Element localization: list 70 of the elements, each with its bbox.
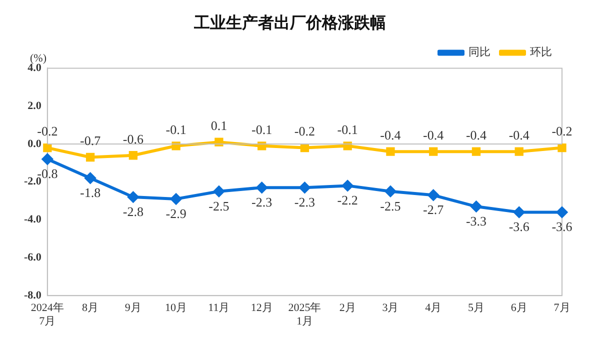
- data-label: -2.5: [380, 198, 401, 214]
- x-tick-label: 2024年 7月: [30, 302, 64, 328]
- data-label: -0.4: [508, 128, 530, 142]
- chart-title: 工业生产者出厂价格涨跌幅: [193, 12, 386, 32]
- point: [256, 182, 268, 194]
- x-tick-label: 3月: [382, 302, 399, 314]
- data-label: -0.2: [294, 124, 316, 139]
- data-label: -2.2: [337, 192, 358, 208]
- data-label: -2.9: [166, 206, 186, 221]
- data-label: 0.1: [210, 118, 228, 134]
- x-tick-label: 9月: [124, 302, 142, 314]
- x-tick-label: 11月: [208, 302, 230, 314]
- y-tick-label: 4.0: [28, 62, 42, 74]
- data-label: -3.3: [466, 213, 487, 228]
- point: [384, 186, 396, 197]
- point: [213, 186, 224, 197]
- data-label: -1.8: [80, 185, 101, 200]
- point: [472, 147, 481, 156]
- x-tick-label: 7月: [554, 302, 570, 314]
- data-label: -3.6: [552, 219, 573, 234]
- point: [428, 190, 439, 201]
- point: [556, 206, 568, 218]
- data-label: -0.1: [252, 122, 272, 137]
- data-label: -0.6: [122, 131, 144, 146]
- x-tick-label: 4月: [425, 302, 442, 314]
- point: [429, 147, 438, 156]
- legend-label: 同比: [468, 46, 490, 59]
- x-tick-label: 2025年 1月: [288, 302, 322, 328]
- data-label: -0.2: [552, 124, 572, 139]
- point: [470, 201, 482, 212]
- point: [128, 151, 138, 160]
- point: [170, 193, 182, 204]
- data-label: -0.1: [337, 122, 358, 137]
- y-tick-label: 2.0: [28, 100, 42, 112]
- data-label: -2.7: [423, 202, 444, 218]
- point: [86, 152, 95, 162]
- x-tick-label: 2月: [339, 302, 356, 314]
- point: [514, 147, 524, 156]
- y-tick-label: -4.0: [24, 214, 42, 226]
- x-tick-label: 5月: [468, 302, 484, 314]
- data-label: -2.3: [294, 194, 316, 210]
- y-tick-label: -8.0: [24, 289, 42, 302]
- data-label: -0.4: [466, 128, 488, 142]
- x-tick-label: 12月: [250, 302, 273, 314]
- data-label: -0.7: [80, 133, 102, 148]
- y-tick-label: -6.0: [24, 252, 42, 264]
- point: [558, 143, 566, 152]
- point: [342, 180, 354, 192]
- y-tick-label: 0.0: [28, 138, 42, 150]
- x-tick-label: 6月: [510, 302, 528, 314]
- point: [42, 154, 53, 165]
- legend-label: 环比: [530, 46, 552, 59]
- point: [43, 143, 52, 152]
- data-label: -0.2: [37, 124, 58, 139]
- y-axis-title: (%): [30, 52, 47, 65]
- data-label: -2.3: [252, 194, 272, 210]
- point: [84, 172, 96, 184]
- data-label: -0.4: [380, 128, 402, 142]
- point: [128, 192, 139, 203]
- point: [386, 147, 395, 156]
- data-label: -3.6: [508, 219, 530, 234]
- data-label: -2.5: [208, 198, 230, 214]
- data-label: -0.4: [423, 128, 444, 142]
- x-tick-label: 10月: [165, 302, 188, 314]
- data-label: -2.8: [122, 204, 144, 219]
- point: [514, 206, 525, 218]
- y-tick-label: -2.0: [24, 176, 42, 188]
- data-label: -0.1: [166, 122, 186, 137]
- x-tick-label: 8月: [82, 302, 99, 314]
- point: [299, 182, 310, 194]
